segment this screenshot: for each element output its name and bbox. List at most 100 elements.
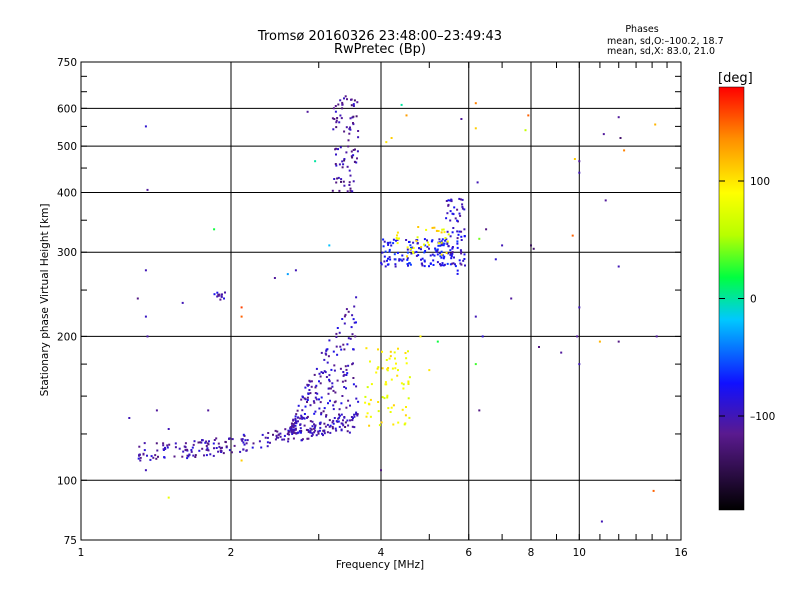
data-point xyxy=(244,439,247,442)
data-point xyxy=(128,417,131,419)
data-point xyxy=(333,118,336,120)
data-point xyxy=(352,377,355,379)
data-point xyxy=(390,137,393,139)
data-point xyxy=(294,419,297,422)
data-point xyxy=(314,160,317,163)
data-point xyxy=(224,291,226,294)
data-point xyxy=(352,122,354,124)
data-point xyxy=(352,180,355,183)
data-point xyxy=(352,105,355,107)
data-point xyxy=(311,432,314,435)
data-point xyxy=(383,240,386,243)
data-point xyxy=(295,420,297,423)
data-point xyxy=(326,431,329,434)
data-point xyxy=(369,398,372,401)
data-point xyxy=(207,449,210,452)
data-point xyxy=(242,448,245,451)
data-point xyxy=(332,107,335,110)
x-tick-label: 10 xyxy=(573,547,586,559)
data-point xyxy=(459,198,462,201)
data-point xyxy=(348,184,351,186)
data-point xyxy=(347,424,350,427)
data-point xyxy=(349,404,351,407)
data-point xyxy=(328,339,331,342)
data-point xyxy=(342,180,345,183)
data-point xyxy=(142,453,145,456)
data-point xyxy=(333,401,336,404)
data-point xyxy=(215,437,218,440)
data-point xyxy=(356,414,359,417)
data-point xyxy=(245,449,248,452)
data-point xyxy=(377,410,380,413)
data-point xyxy=(338,408,341,411)
data-point xyxy=(457,233,460,236)
data-point xyxy=(424,244,427,247)
data-point xyxy=(456,272,459,275)
data-point xyxy=(335,181,338,184)
data-point xyxy=(330,368,333,371)
data-point xyxy=(318,372,321,375)
data-point xyxy=(423,260,426,263)
data-point xyxy=(453,206,456,209)
data-point xyxy=(367,402,370,405)
data-point xyxy=(560,351,563,354)
data-point xyxy=(355,115,358,118)
data-point xyxy=(341,103,344,106)
y-tick-label: 600 xyxy=(57,103,77,115)
data-point xyxy=(407,264,409,267)
data-point xyxy=(355,385,358,388)
data-point xyxy=(220,450,223,453)
data-point xyxy=(348,169,351,172)
data-point xyxy=(394,367,397,370)
data-point xyxy=(396,251,399,254)
data-point xyxy=(167,428,170,430)
data-point xyxy=(178,447,181,450)
data-point xyxy=(412,247,415,249)
data-point xyxy=(305,428,308,431)
data-point xyxy=(345,387,347,390)
data-point xyxy=(623,149,626,152)
data-point xyxy=(294,417,297,420)
data-point xyxy=(341,318,344,320)
data-point xyxy=(445,252,448,254)
data-point xyxy=(194,456,197,458)
data-point xyxy=(450,199,453,201)
data-point xyxy=(365,415,368,418)
data-point xyxy=(341,107,344,110)
data-point xyxy=(397,421,400,424)
data-point xyxy=(143,442,146,445)
data-point xyxy=(447,252,450,255)
data-point xyxy=(439,244,442,247)
data-point xyxy=(392,242,395,245)
y-tick-label: 100 xyxy=(57,475,77,487)
data-point xyxy=(299,431,302,434)
data-point xyxy=(443,231,446,234)
data-point xyxy=(396,231,399,234)
data-point xyxy=(452,213,455,216)
data-point xyxy=(442,257,445,260)
data-point xyxy=(309,429,312,432)
data-point xyxy=(184,448,187,451)
data-point xyxy=(481,335,484,338)
data-point xyxy=(447,233,450,236)
data-point xyxy=(340,180,342,183)
data-point xyxy=(344,95,347,98)
data-point xyxy=(339,114,342,117)
data-point xyxy=(313,427,315,430)
data-point xyxy=(325,415,327,418)
data-point xyxy=(354,161,356,163)
data-point xyxy=(349,126,351,129)
data-point xyxy=(400,382,403,385)
data-point xyxy=(406,258,409,261)
data-point xyxy=(313,401,316,404)
x-tick-label: 4 xyxy=(378,547,385,559)
data-point xyxy=(266,441,269,444)
data-point xyxy=(260,446,263,449)
data-point xyxy=(206,442,209,445)
data-point xyxy=(328,380,331,383)
data-point xyxy=(274,429,277,432)
data-point xyxy=(217,450,220,453)
data-point xyxy=(343,130,346,133)
data-point xyxy=(310,385,313,388)
data-point xyxy=(461,207,464,210)
